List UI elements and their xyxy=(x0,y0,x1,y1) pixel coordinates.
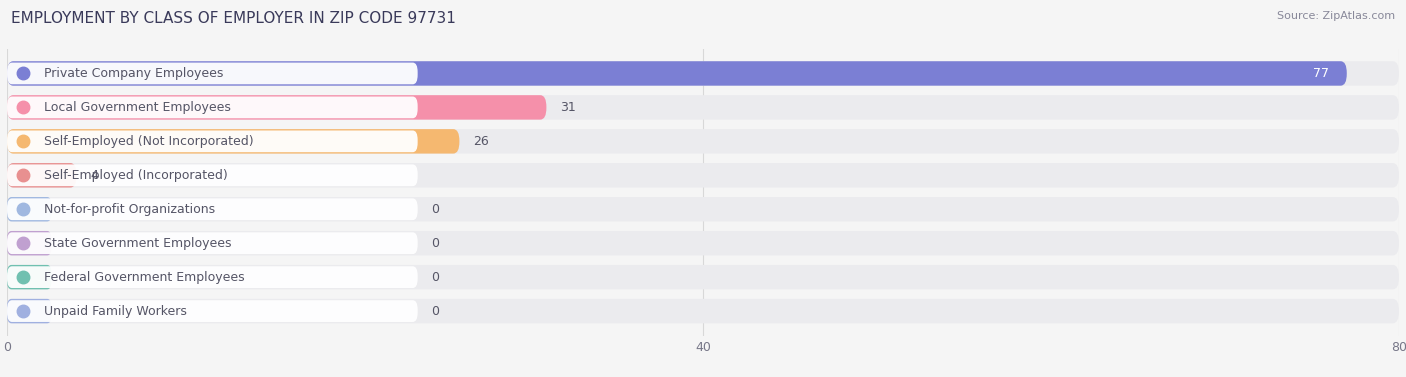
Text: Not-for-profit Organizations: Not-for-profit Organizations xyxy=(44,203,215,216)
Text: Source: ZipAtlas.com: Source: ZipAtlas.com xyxy=(1277,11,1395,21)
FancyBboxPatch shape xyxy=(7,164,418,186)
Text: State Government Employees: State Government Employees xyxy=(44,237,232,250)
Text: 26: 26 xyxy=(474,135,489,148)
Text: 0: 0 xyxy=(432,271,440,284)
FancyBboxPatch shape xyxy=(7,97,418,118)
FancyBboxPatch shape xyxy=(7,299,52,323)
Text: Local Government Employees: Local Government Employees xyxy=(44,101,231,114)
FancyBboxPatch shape xyxy=(7,61,1399,86)
FancyBboxPatch shape xyxy=(7,95,547,120)
FancyBboxPatch shape xyxy=(7,197,52,221)
FancyBboxPatch shape xyxy=(7,232,418,254)
FancyBboxPatch shape xyxy=(7,231,52,255)
Text: 0: 0 xyxy=(432,305,440,317)
FancyBboxPatch shape xyxy=(7,163,77,187)
FancyBboxPatch shape xyxy=(7,95,1399,120)
Text: Self-Employed (Incorporated): Self-Employed (Incorporated) xyxy=(44,169,228,182)
FancyBboxPatch shape xyxy=(7,130,418,152)
Text: Federal Government Employees: Federal Government Employees xyxy=(44,271,245,284)
Text: 0: 0 xyxy=(432,203,440,216)
FancyBboxPatch shape xyxy=(7,129,1399,153)
FancyBboxPatch shape xyxy=(7,61,1347,86)
Text: 0: 0 xyxy=(432,237,440,250)
FancyBboxPatch shape xyxy=(7,265,1399,290)
FancyBboxPatch shape xyxy=(7,265,52,290)
Text: Unpaid Family Workers: Unpaid Family Workers xyxy=(44,305,187,317)
FancyBboxPatch shape xyxy=(7,129,460,153)
FancyBboxPatch shape xyxy=(7,198,418,220)
FancyBboxPatch shape xyxy=(7,163,1399,187)
Text: Private Company Employees: Private Company Employees xyxy=(44,67,224,80)
FancyBboxPatch shape xyxy=(7,231,1399,255)
FancyBboxPatch shape xyxy=(7,299,1399,323)
Text: EMPLOYMENT BY CLASS OF EMPLOYER IN ZIP CODE 97731: EMPLOYMENT BY CLASS OF EMPLOYER IN ZIP C… xyxy=(11,11,456,26)
Text: 77: 77 xyxy=(1313,67,1330,80)
Text: 31: 31 xyxy=(561,101,576,114)
FancyBboxPatch shape xyxy=(7,197,1399,221)
FancyBboxPatch shape xyxy=(7,300,418,322)
FancyBboxPatch shape xyxy=(7,63,418,84)
Text: Self-Employed (Not Incorporated): Self-Employed (Not Incorporated) xyxy=(44,135,253,148)
FancyBboxPatch shape xyxy=(7,266,418,288)
Text: 4: 4 xyxy=(90,169,98,182)
